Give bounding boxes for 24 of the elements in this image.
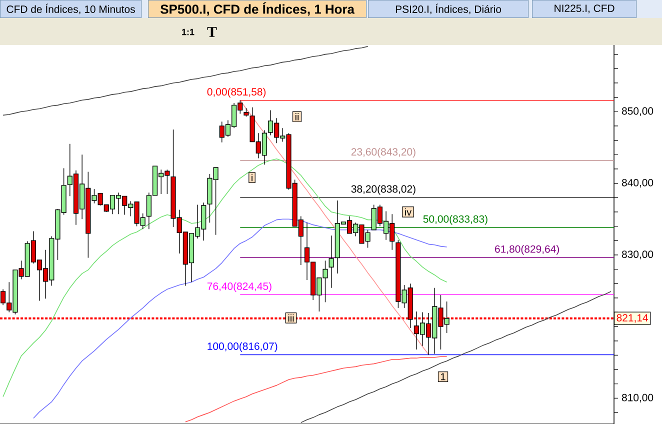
ref-line-label: 100,00(816,07) [208,342,278,352]
text: PSI20.I, Índices, Diário [396,4,502,14]
ref-line-label: 821,14 [616,314,648,323]
ref-line-label: 38,20(838,02) [351,185,416,195]
line-series [300,291,612,423]
ref-line-label: 23,60(843,20) [351,148,416,158]
candlestick [328,235,334,288]
annotation: iv [405,208,412,216]
annotation: 1 [441,373,446,380]
y-tick-label: 850,00 [622,107,654,116]
ref-line-label: 61,80(829,64) [495,245,559,255]
text: T [207,27,217,37]
text: NI225.I, CFD [554,4,614,14]
text: 1:1 [182,28,194,36]
ref-line-label: 76,40(824,45) [207,282,272,292]
chart-title: SP500.I, CFD de Índices, 1 Hora [160,2,355,16]
text: CFD de Índices, 10 Minutos [6,4,135,14]
y-tick-label: 830,00 [622,250,654,260]
ref-line-label: 0,00(851,58) [207,88,266,98]
y-tick-label: 810,00 [622,394,654,403]
ref-line-label: 50,00(833,83) [423,215,488,225]
annotation: iii [288,314,294,322]
annotation: ii [295,113,299,120]
y-tick-label: 840,00 [622,178,654,188]
